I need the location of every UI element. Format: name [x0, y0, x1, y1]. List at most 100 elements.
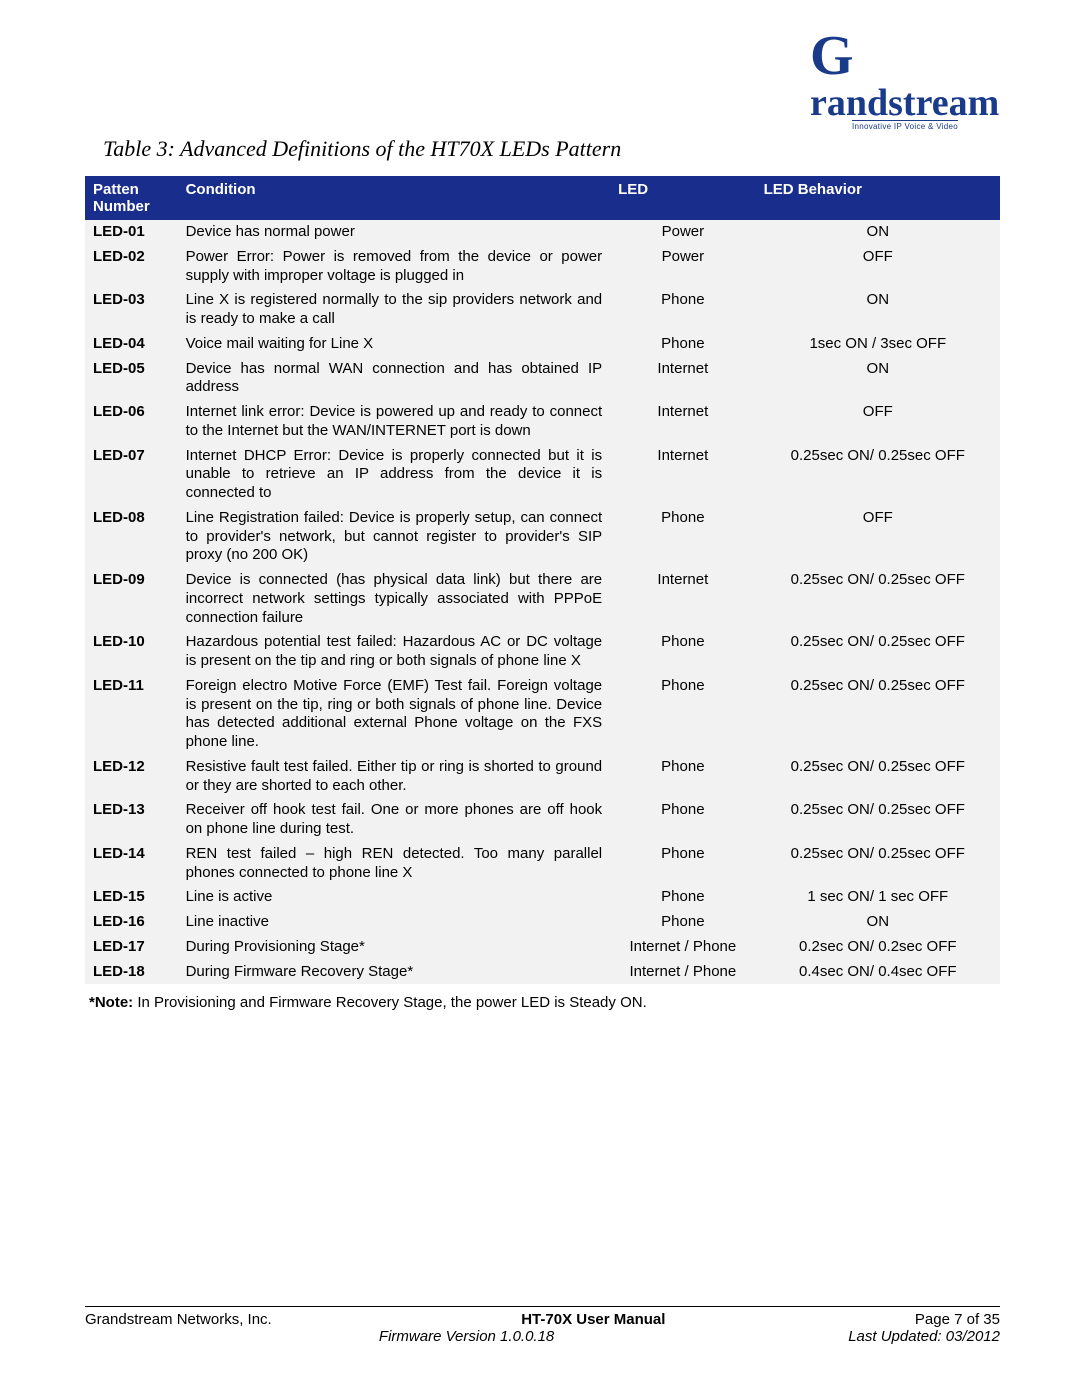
footer-manual-title: HT-70X User Manual: [521, 1311, 665, 1328]
table-row: LED-16Line inactivePhoneON: [85, 910, 1000, 935]
note-text: In Provisioning and Firmware Recovery St…: [133, 994, 647, 1011]
table-row: LED-09Device is connected (has physical …: [85, 568, 1000, 630]
footer-updated: Last Updated: 03/2012: [848, 1328, 1000, 1345]
cell-condition: Resistive fault test failed. Either tip …: [178, 755, 611, 799]
cell-condition: Line is active: [178, 885, 611, 910]
cell-condition: Line inactive: [178, 910, 611, 935]
cell-pattern-number: LED-09: [85, 568, 178, 630]
cell-behavior: ON: [756, 910, 1000, 935]
cell-pattern-number: LED-12: [85, 755, 178, 799]
cell-condition: Foreign electro Motive Force (EMF) Test …: [178, 674, 611, 755]
table-row: LED-08Line Registration failed: Device i…: [85, 506, 1000, 568]
cell-condition: Internet DHCP Error: Device is properly …: [178, 444, 611, 506]
cell-led: Internet: [610, 568, 755, 630]
cell-behavior: ON: [756, 288, 1000, 332]
table-row: LED-07Internet DHCP Error: Device is pro…: [85, 444, 1000, 506]
col-led: LED: [610, 176, 755, 220]
table-row: LED-11Foreign electro Motive Force (EMF)…: [85, 674, 1000, 755]
cell-led: Phone: [610, 755, 755, 799]
cell-condition: Device has normal WAN connection and has…: [178, 357, 611, 401]
logo-brand: Grandstream: [810, 28, 1000, 122]
cell-behavior: OFF: [756, 506, 1000, 568]
cell-behavior: 0.25sec ON/ 0.25sec OFF: [756, 798, 1000, 842]
cell-led: Phone: [610, 885, 755, 910]
footer-firmware: Firmware Version 1.0.0.18: [379, 1328, 554, 1345]
cell-pattern-number: LED-04: [85, 332, 178, 357]
cell-led: Internet: [610, 357, 755, 401]
footnote: *Note: In Provisioning and Firmware Reco…: [85, 994, 1000, 1011]
cell-behavior: 1sec ON / 3sec OFF: [756, 332, 1000, 357]
table-row: LED-02Power Error: Power is removed from…: [85, 245, 1000, 289]
table-caption: Table 3: Advanced Definitions of the HT7…: [103, 136, 1000, 162]
cell-led: Phone: [610, 910, 755, 935]
cell-condition: Device has normal power: [178, 220, 611, 245]
cell-behavior: 0.25sec ON/ 0.25sec OFF: [756, 674, 1000, 755]
table-row: LED-15Line is activePhone1 sec ON/ 1 sec…: [85, 885, 1000, 910]
table-row: LED-04Voice mail waiting for Line XPhone…: [85, 332, 1000, 357]
cell-led: Phone: [610, 842, 755, 886]
table-header-row: Patten Number Condition LED LED Behavior: [85, 176, 1000, 220]
cell-pattern-number: LED-15: [85, 885, 178, 910]
cell-led: Internet: [610, 444, 755, 506]
table-row: LED-01Device has normal powerPowerON: [85, 220, 1000, 245]
cell-pattern-number: LED-02: [85, 245, 178, 289]
footer-page-number: Page 7 of 35: [915, 1311, 1000, 1328]
cell-behavior: 0.25sec ON/ 0.25sec OFF: [756, 842, 1000, 886]
cell-condition: REN test failed – high REN detected. Too…: [178, 842, 611, 886]
cell-led: Phone: [610, 332, 755, 357]
cell-condition: During Provisioning Stage*: [178, 935, 611, 960]
page-footer: Grandstream Networks, Inc. HT-70X User M…: [85, 1306, 1000, 1345]
col-condition: Condition: [178, 176, 611, 220]
cell-led: Phone: [610, 288, 755, 332]
cell-condition: Internet link error: Device is powered u…: [178, 400, 611, 444]
cell-pattern-number: LED-10: [85, 630, 178, 674]
cell-behavior: ON: [756, 220, 1000, 245]
cell-pattern-number: LED-16: [85, 910, 178, 935]
cell-pattern-number: LED-14: [85, 842, 178, 886]
cell-behavior: 0.25sec ON/ 0.25sec OFF: [756, 755, 1000, 799]
cell-led: Power: [610, 245, 755, 289]
cell-behavior: OFF: [756, 245, 1000, 289]
cell-pattern-number: LED-17: [85, 935, 178, 960]
cell-led: Power: [610, 220, 755, 245]
table-row: LED-12Resistive fault test failed. Eithe…: [85, 755, 1000, 799]
cell-condition: During Firmware Recovery Stage*: [178, 960, 611, 985]
led-pattern-table: Patten Number Condition LED LED Behavior…: [85, 176, 1000, 984]
cell-condition: Voice mail waiting for Line X: [178, 332, 611, 357]
cell-led: Phone: [610, 798, 755, 842]
cell-condition: Line Registration failed: Device is prop…: [178, 506, 611, 568]
table-row: LED-14REN test failed – high REN detecte…: [85, 842, 1000, 886]
cell-behavior: 0.2sec ON/ 0.2sec OFF: [756, 935, 1000, 960]
cell-pattern-number: LED-01: [85, 220, 178, 245]
grandstream-logo: Grandstream Innovative IP Voice & Video: [810, 40, 1000, 118]
logo-area: Grandstream Innovative IP Voice & Video: [85, 40, 1000, 118]
cell-behavior: 1 sec ON/ 1 sec OFF: [756, 885, 1000, 910]
cell-pattern-number: LED-07: [85, 444, 178, 506]
cell-condition: Hazardous potential test failed: Hazardo…: [178, 630, 611, 674]
cell-pattern-number: LED-03: [85, 288, 178, 332]
cell-pattern-number: LED-11: [85, 674, 178, 755]
cell-led: Internet: [610, 400, 755, 444]
table-row: LED-10Hazardous potential test failed: H…: [85, 630, 1000, 674]
cell-behavior: OFF: [756, 400, 1000, 444]
cell-pattern-number: LED-08: [85, 506, 178, 568]
cell-behavior: 0.25sec ON/ 0.25sec OFF: [756, 630, 1000, 674]
cell-led: Internet / Phone: [610, 960, 755, 985]
cell-condition: Line X is registered normally to the sip…: [178, 288, 611, 332]
cell-led: Phone: [610, 506, 755, 568]
table-row: LED-18During Firmware Recovery Stage*Int…: [85, 960, 1000, 985]
cell-behavior: 0.4sec ON/ 0.4sec OFF: [756, 960, 1000, 985]
cell-pattern-number: LED-18: [85, 960, 178, 985]
cell-led: Internet / Phone: [610, 935, 755, 960]
table-row: LED-13Receiver off hook test fail. One o…: [85, 798, 1000, 842]
note-label: *Note:: [89, 994, 133, 1011]
cell-led: Phone: [610, 630, 755, 674]
cell-pattern-number: LED-06: [85, 400, 178, 444]
cell-condition: Receiver off hook test fail. One or more…: [178, 798, 611, 842]
cell-pattern-number: LED-13: [85, 798, 178, 842]
cell-behavior: ON: [756, 357, 1000, 401]
table-row: LED-03Line X is registered normally to t…: [85, 288, 1000, 332]
table-row: LED-05Device has normal WAN connection a…: [85, 357, 1000, 401]
cell-led: Phone: [610, 674, 755, 755]
footer-company: Grandstream Networks, Inc.: [85, 1311, 272, 1328]
